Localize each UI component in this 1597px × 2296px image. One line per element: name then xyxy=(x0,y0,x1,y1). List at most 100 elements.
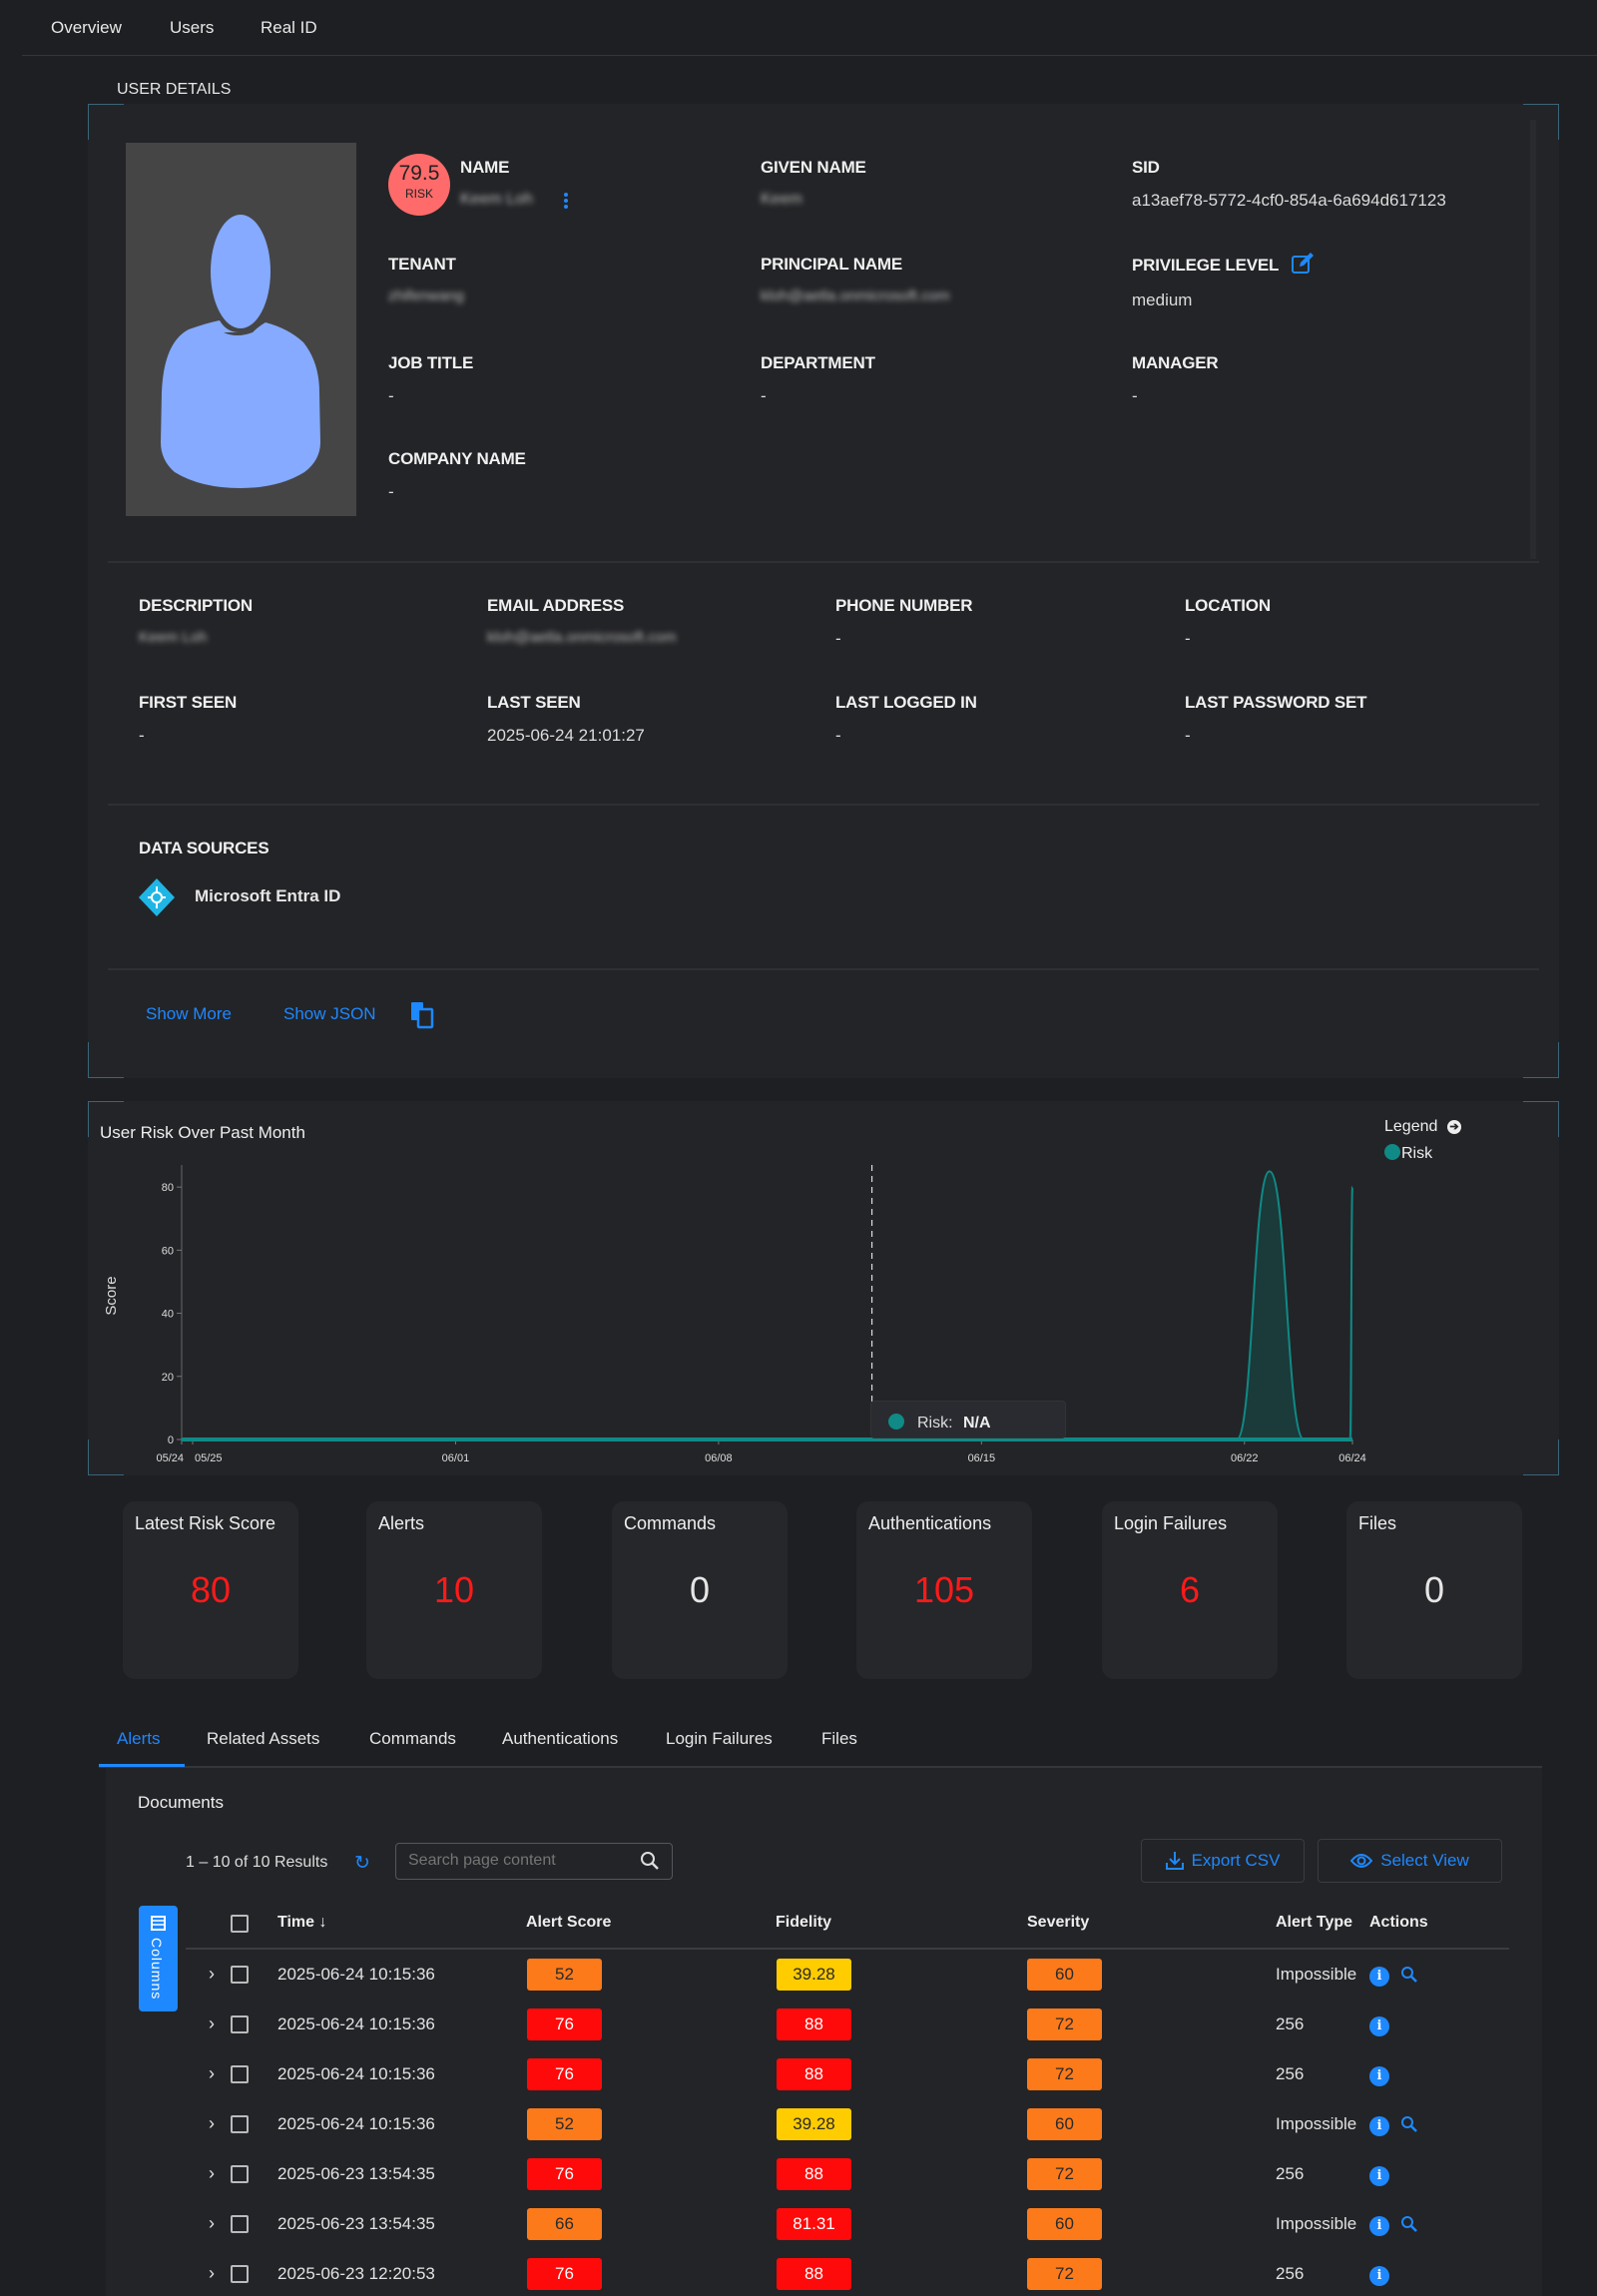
x-tick-label: 06/24 xyxy=(1338,1452,1366,1464)
tab-related-assets[interactable]: Related Assets xyxy=(207,1729,320,1748)
info-icon[interactable]: i xyxy=(1369,2216,1389,2236)
header-fidelity[interactable]: Fidelity xyxy=(776,1914,832,1931)
nav-real-id[interactable]: Real ID xyxy=(261,18,317,37)
cell-time: 2025-06-23 13:54:35 xyxy=(277,2214,435,2233)
info-icon[interactable]: i xyxy=(1369,2266,1389,2286)
sid-value: a13aef78-5772-4cf0-854a-6a694d617123 xyxy=(1132,191,1446,210)
legend-toggle-icon[interactable]: ➔ xyxy=(1447,1120,1461,1134)
select-view-button[interactable]: Select View xyxy=(1318,1839,1502,1883)
row-checkbox[interactable] xyxy=(231,2265,249,2283)
stat-title: Files xyxy=(1358,1513,1397,1533)
stat-card[interactable]: Alerts 10 xyxy=(366,1501,542,1679)
tab-files[interactable]: Files xyxy=(821,1729,857,1748)
badge-alert-score: 52 xyxy=(527,2108,602,2140)
stat-card[interactable]: Commands 0 xyxy=(612,1501,788,1679)
x-tick-label: 06/22 xyxy=(1231,1452,1259,1464)
privilege-level-label: PRIVILEGE LEVEL xyxy=(1132,256,1280,275)
cell-alert-type: Impossible xyxy=(1276,2214,1357,2233)
copy-icon[interactable] xyxy=(409,1001,439,1034)
stat-card[interactable]: Files 0 xyxy=(1346,1501,1522,1679)
y-tick-label: 20 xyxy=(162,1372,174,1384)
cell-alert-type: Impossible xyxy=(1276,2114,1357,2133)
info-icon[interactable]: i xyxy=(1369,2016,1389,2036)
row-checkbox[interactable] xyxy=(231,2115,249,2133)
tooltip-swatch xyxy=(888,1414,904,1430)
show-json-link[interactable]: Show JSON xyxy=(283,1004,376,1023)
principal-name-value: kloh@aetla.onmicrosoft.com xyxy=(761,287,950,304)
export-csv-label: Export CSV xyxy=(1191,1851,1281,1870)
expand-row-icon[interactable]: › xyxy=(209,2013,215,2033)
phone-label: PHONE NUMBER xyxy=(835,596,973,615)
tab-login-failures[interactable]: Login Failures xyxy=(666,1729,773,1748)
expand-row-icon[interactable]: › xyxy=(209,2163,215,2183)
investigate-search-icon[interactable] xyxy=(1400,1966,1418,1989)
description-value: Keem Loh xyxy=(139,629,208,646)
investigate-search-icon[interactable] xyxy=(1400,2215,1418,2238)
avatar xyxy=(126,143,356,516)
tenant-label: TENANT xyxy=(388,255,456,274)
last-logged-in-value: - xyxy=(835,726,841,745)
details-scrollbar[interactable] xyxy=(1530,120,1536,559)
divider xyxy=(108,804,1539,806)
expand-row-icon[interactable]: › xyxy=(209,2113,215,2133)
stat-card[interactable]: Latest Risk Score 80 xyxy=(123,1501,298,1679)
manager-value: - xyxy=(1132,386,1138,405)
phone-value: - xyxy=(835,629,841,648)
info-icon[interactable]: i xyxy=(1369,2066,1389,2086)
search-icon[interactable] xyxy=(640,1851,660,1871)
export-csv-button[interactable]: Export CSV xyxy=(1141,1839,1305,1883)
badge-fidelity: 39.28 xyxy=(777,1959,851,1991)
select-all-checkbox[interactable] xyxy=(231,1915,249,1933)
investigate-search-icon[interactable] xyxy=(1400,2115,1418,2138)
row-checkbox[interactable] xyxy=(231,2015,249,2033)
corner-accent xyxy=(88,1042,124,1078)
expand-row-icon[interactable]: › xyxy=(209,2063,215,2083)
header-alert-score[interactable]: Alert Score xyxy=(526,1914,612,1931)
search-input[interactable] xyxy=(408,1852,628,1870)
nav-users[interactable]: Users xyxy=(170,18,215,37)
more-options-icon[interactable] xyxy=(564,192,568,210)
header-severity[interactable]: Severity xyxy=(1027,1914,1090,1931)
stat-title: Commands xyxy=(624,1513,717,1533)
description-label: DESCRIPTION xyxy=(139,596,253,615)
tab-commands[interactable]: Commands xyxy=(369,1729,456,1748)
columns-button[interactable]: Columns xyxy=(139,1906,178,2011)
tab-alerts[interactable]: Alerts xyxy=(117,1729,161,1748)
risk-score-label: RISK xyxy=(404,187,433,201)
tab-authentications[interactable]: Authentications xyxy=(502,1729,619,1748)
expand-row-icon[interactable]: › xyxy=(209,2213,215,2233)
row-checkbox[interactable] xyxy=(231,1966,249,1984)
badge-fidelity: 81.31 xyxy=(777,2208,851,2240)
info-icon[interactable]: i xyxy=(1369,1967,1389,1987)
row-checkbox[interactable] xyxy=(231,2165,249,2183)
expand-row-icon[interactable]: › xyxy=(209,1964,215,1984)
stat-title: Latest Risk Score xyxy=(135,1513,276,1533)
stat-card[interactable]: Login Failures 6 xyxy=(1102,1501,1278,1679)
info-icon[interactable]: i xyxy=(1369,2116,1389,2136)
chart-tooltip: Risk: N/A xyxy=(870,1401,1066,1438)
cell-time: 2025-06-24 10:15:36 xyxy=(277,2114,435,2133)
edit-privilege-icon[interactable] xyxy=(1291,252,1315,281)
badge-severity: 72 xyxy=(1027,2158,1102,2190)
stat-card[interactable]: Authentications 105 xyxy=(856,1501,1032,1679)
select-view-label: Select View xyxy=(1380,1851,1469,1870)
row-checkbox[interactable] xyxy=(231,2065,249,2083)
risk-chart-panel xyxy=(88,1101,1559,1475)
search-field[interactable] xyxy=(395,1843,673,1880)
cell-time: 2025-06-23 13:54:35 xyxy=(277,2164,435,2183)
nav-overview[interactable]: Overview xyxy=(51,18,122,37)
show-more-link[interactable]: Show More xyxy=(146,1004,232,1023)
columns-icon xyxy=(151,1916,166,1931)
header-alert-type[interactable]: Alert Type xyxy=(1276,1914,1353,1931)
x-tick-label: 06/01 xyxy=(442,1452,470,1464)
badge-fidelity: 88 xyxy=(777,2058,851,2090)
x-tick-label: 06/15 xyxy=(968,1452,996,1464)
refresh-icon[interactable]: ↻ xyxy=(354,1853,370,1874)
risk-line[interactable] xyxy=(182,1170,1353,1440)
row-checkbox[interactable] xyxy=(231,2215,249,2233)
corner-accent xyxy=(88,1439,124,1475)
expand-row-icon[interactable]: › xyxy=(209,2263,215,2283)
header-time[interactable]: Time ↓ xyxy=(277,1914,327,1932)
info-icon[interactable]: i xyxy=(1369,2166,1389,2186)
legend-risk-label[interactable]: Risk xyxy=(1401,1145,1433,1162)
